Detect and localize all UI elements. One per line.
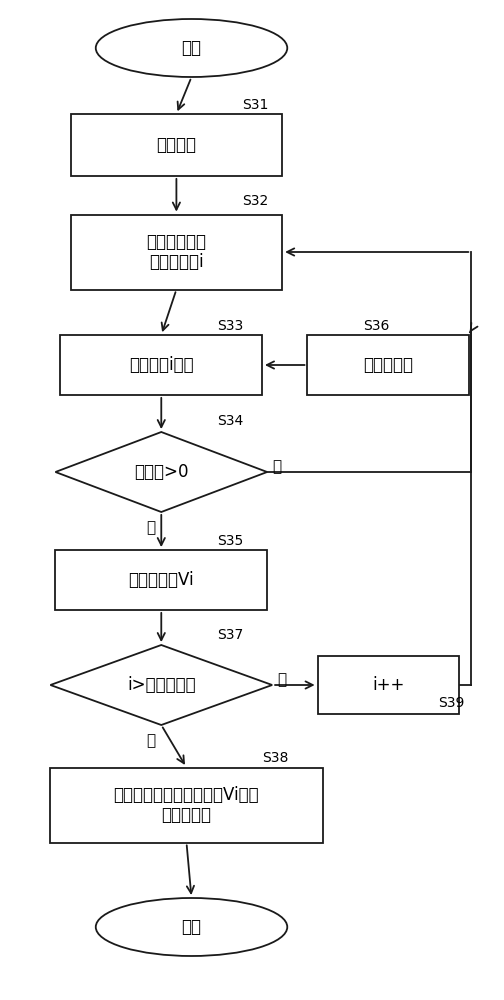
Text: 开始: 开始 [181,39,202,57]
Text: S32: S32 [242,194,268,208]
Text: 结束: 结束 [181,918,202,936]
Bar [60,335,262,395]
Bar [71,114,282,176]
Bar [71,215,282,290]
Text: 否: 否 [272,460,281,475]
Text: 偏压归零: 偏压归零 [156,136,197,154]
Bar [318,656,459,714]
Text: i>总偏转板数: i>总偏转板数 [127,676,196,694]
Text: S36: S36 [363,319,389,333]
Bar [307,335,469,395]
Text: S39: S39 [438,696,465,710]
Text: S31: S31 [242,98,268,112]
Text: 否: 否 [277,672,286,688]
Ellipse shape [96,898,287,956]
Text: i++: i++ [372,676,404,694]
Bar [55,550,267,610]
Text: S37: S37 [217,628,243,642]
Text: 脉冲偏压加至
束流偏转板i: 脉冲偏压加至 束流偏转板i [146,233,207,271]
Ellipse shape [96,19,287,77]
Polygon shape [50,645,272,725]
Text: 增大偏压值: 增大偏压值 [363,356,413,374]
Text: 是: 是 [147,733,156,748]
Polygon shape [55,432,267,512]
Text: S35: S35 [217,534,243,548]
Text: 是: 是 [147,520,156,535]
Text: S33: S33 [217,319,243,333]
Text: 结合偏压板位置和偏压值Vi，绘
制束斑形状: 结合偏压板位置和偏压值Vi，绘 制束斑形状 [114,786,259,824]
Text: 记录偏压值Vi: 记录偏压值Vi [129,571,194,589]
Text: S34: S34 [217,414,243,428]
Text: 电流值>0: 电流值>0 [134,463,188,481]
Text: S38: S38 [262,751,288,765]
Text: 检测探针i电流: 检测探针i电流 [129,356,194,374]
Bar [50,768,323,842]
